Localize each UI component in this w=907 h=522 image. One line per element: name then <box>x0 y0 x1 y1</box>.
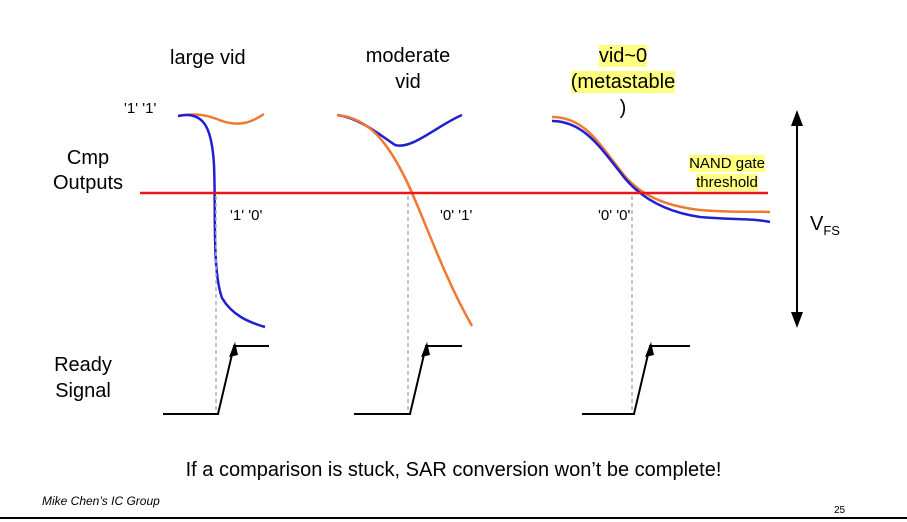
footer-author: Mike Chen’s IC Group <box>42 494 160 508</box>
vfs-subscript: FS <box>823 223 840 238</box>
blue-curve-metastable <box>551 119 771 224</box>
state-label-end-large-vid: '1' '0' <box>230 207 263 224</box>
threshold-label-line2: threshold <box>696 174 758 191</box>
title-metastable-line3: ) <box>619 97 627 119</box>
title-moderate-vid-line2: vid <box>395 71 421 93</box>
bottom-rule <box>0 517 907 519</box>
row-label-cmp-line2: Outputs <box>52 172 124 194</box>
threshold-label: NAND gate threshold <box>672 154 782 192</box>
blue-curve-large-vid <box>177 113 266 329</box>
threshold-label-line1: NAND gate <box>689 155 765 172</box>
ready-signal-3 <box>582 345 690 415</box>
page-number: 25 <box>834 505 846 516</box>
title-moderate-vid-line1: moderate <box>365 45 451 67</box>
title-large-vid: large vid <box>170 47 246 69</box>
title-metastable-line1: vid~0 <box>598 45 648 67</box>
ready-signal-2 <box>354 345 462 415</box>
state-label-start-large-vid: '1' '1' <box>124 100 157 117</box>
orange-curve-metastable <box>551 115 771 214</box>
ready-arrowhead-1 <box>229 342 238 357</box>
vfs-arrowhead-down <box>791 312 803 328</box>
row-label-cmp-line1: Cmp <box>66 147 110 169</box>
ready-arrowhead-3 <box>645 342 654 357</box>
vfs-label: VFS <box>810 213 840 238</box>
row-label-ready-line1: Ready <box>54 354 112 376</box>
ready-arrowhead-2 <box>421 342 430 357</box>
orange-curve-moderate-vid <box>336 113 474 327</box>
state-label-end-metastable: '0' '0' <box>598 207 631 224</box>
orange-curve-large-vid <box>177 112 265 125</box>
vfs-arrowhead-up <box>791 110 803 126</box>
title-metastable-line2: (metastable <box>570 71 676 93</box>
row-label-ready-line2: Signal <box>55 380 111 402</box>
caption: If a comparison is stuck, SAR conversion… <box>185 459 722 481</box>
state-label-end-moderate-vid: '0' '1' <box>440 207 473 224</box>
ready-signal-1 <box>163 345 269 415</box>
